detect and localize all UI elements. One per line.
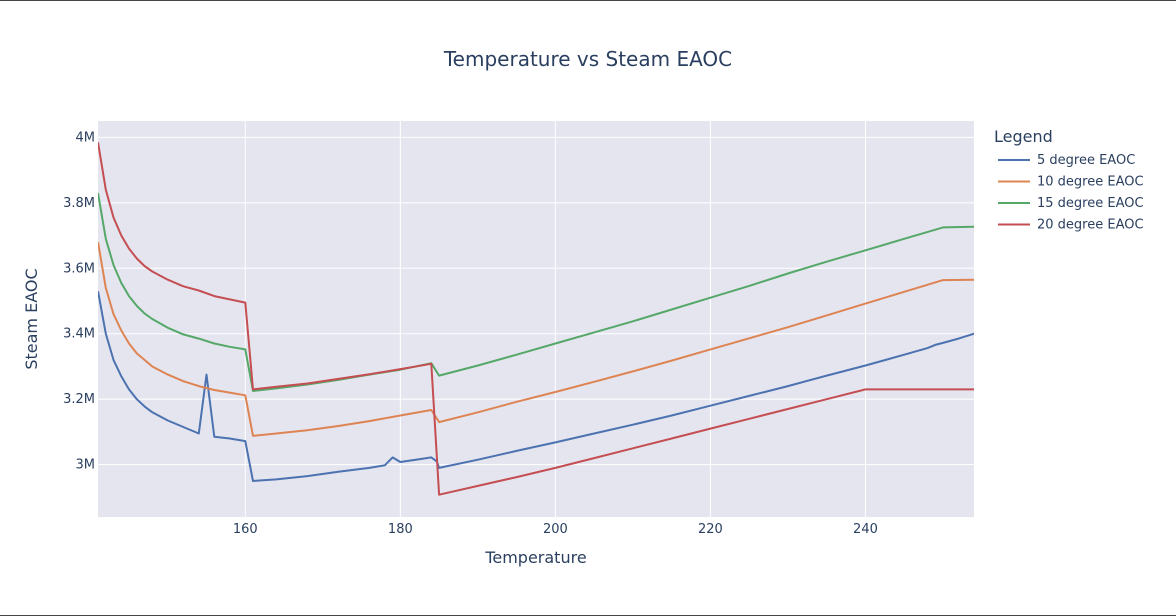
y-tick-label: 3M — [76, 458, 96, 473]
y-tick-label: 3.6M — [63, 261, 95, 276]
legend[interactable]: Legend 5 degree EAOC 10 degree EAOC 15 deg… — [994, 127, 1144, 233]
y-tick-label: 3.2M — [63, 392, 95, 407]
x-tick-label: 160 — [233, 522, 258, 537]
y-tick-label: 3.8M — [63, 196, 95, 211]
x-axis-title: Temperature — [484, 548, 586, 567]
plot-area — [98, 121, 974, 517]
legend-title: Legend — [994, 127, 1053, 146]
y-tick-label: 4M — [76, 130, 96, 145]
legend-label: 15 degree EAOC — [1037, 196, 1144, 211]
x-tick-label: 240 — [853, 522, 878, 537]
y-axis-title: Steam EAOC — [22, 268, 41, 369]
series-lines — [98, 142, 974, 496]
gridlines — [98, 121, 974, 517]
legend-item-20-degree-eaoc[interactable]: 20 degree EAOC — [998, 218, 1144, 233]
series-line-20-degree-eaoc — [98, 142, 974, 496]
legend-label: 5 degree EAOC — [1037, 153, 1135, 168]
x-tick-label: 200 — [543, 522, 568, 537]
series-line-10-degree-eaoc — [98, 241, 974, 437]
x-tick-label: 180 — [388, 522, 413, 537]
legend-item-15-degree-eaoc[interactable]: 15 degree EAOC — [998, 196, 1144, 211]
y-tick-label: 3.4M — [63, 327, 95, 342]
x-tick-label: 220 — [698, 522, 723, 537]
y-axis-ticks: 3M 3.2M 3.4M 3.6M 3.8M 4M — [63, 130, 95, 472]
legend-label: 10 degree EAOC — [1037, 175, 1144, 190]
series-line-5-degree-eaoc — [98, 291, 974, 482]
chart-title: Temperature vs Steam EAOC — [443, 47, 732, 71]
legend-item-5-degree-eaoc[interactable]: 5 degree EAOC — [998, 153, 1135, 168]
legend-label: 20 degree EAOC — [1037, 218, 1144, 233]
x-axis-ticks: 160 180 200 220 240 — [233, 522, 878, 537]
legend-item-10-degree-eaoc[interactable]: 10 degree EAOC — [998, 175, 1144, 190]
